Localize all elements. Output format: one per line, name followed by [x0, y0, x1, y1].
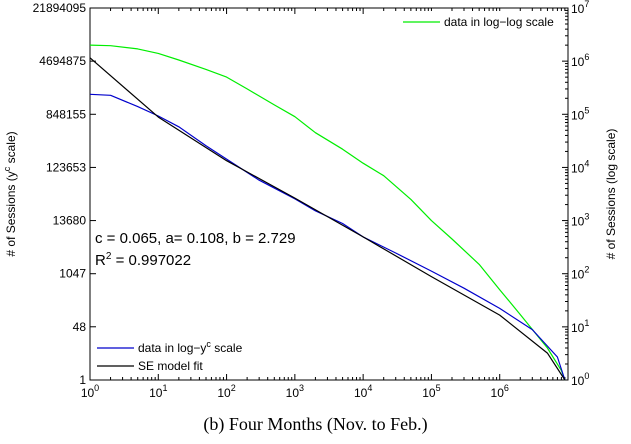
r-squared-exponent: 2 — [106, 251, 112, 262]
right-tick-base: 10 — [571, 268, 585, 282]
right-tick-exponent: 1 — [584, 318, 589, 328]
x-tick-exponent: 3 — [299, 383, 304, 393]
series-line-log-yc — [89, 93, 566, 381]
right-tick-label: 100 — [571, 371, 589, 388]
right-tick-exponent: 7 — [584, 0, 589, 9]
left-tick-label: 1047 — [59, 267, 86, 281]
legend-top-right-box — [400, 11, 565, 33]
right-tick-label: 107 — [571, 0, 589, 16]
x-tick-exponent: 5 — [436, 383, 441, 393]
right-tick-label: 104 — [571, 158, 589, 175]
x-tick-base: 10 — [286, 386, 300, 400]
right-tick-base: 10 — [571, 55, 585, 69]
right-tick-base: 10 — [571, 215, 585, 229]
right-tick-exponent: 5 — [584, 105, 589, 115]
right-axis-title: # of Sessions (log scale) — [604, 129, 618, 260]
x-tick-label: 100 — [81, 383, 99, 400]
x-tick-base: 10 — [217, 386, 231, 400]
x-tick-label: 105 — [422, 383, 440, 400]
x-axis: 100 101 102 103 104 105 106 — [81, 8, 566, 400]
x-tick-label: 106 — [491, 383, 509, 400]
x-tick-base: 10 — [149, 386, 163, 400]
legend-label-blue-superscript: c — [206, 339, 211, 349]
legend-top-right: data in log−log scale — [400, 11, 565, 33]
x-tick-exponent: 4 — [367, 383, 372, 393]
left-axis-title: # of Sessions (yc scale) — [2, 131, 18, 256]
legend-label-blue-suffix: scale — [211, 341, 243, 355]
left-axis-title-part-3: scale) — [4, 131, 18, 166]
left-tick-label: 123653 — [46, 160, 86, 174]
x-tick-label: 101 — [149, 383, 167, 400]
right-tick-label: 102 — [571, 265, 589, 282]
right-tick-base: 10 — [571, 161, 585, 175]
left-axis: 1 48 1047 13680 123653 848155 4694875 21894095 — [33, 1, 96, 387]
left-tick-label: 21894095 — [33, 1, 87, 15]
left-tick-label: 4694875 — [39, 54, 86, 68]
right-tick-label: 103 — [571, 212, 589, 229]
x-tick-base: 10 — [422, 386, 436, 400]
series-line-se-fit — [89, 57, 566, 381]
right-tick-exponent: 6 — [584, 52, 589, 62]
right-tick-exponent: 2 — [584, 265, 589, 275]
right-tick-exponent: 4 — [584, 158, 589, 168]
x-tick-exponent: 6 — [504, 383, 509, 393]
left-tick-label: 1 — [79, 373, 86, 387]
left-axis-title-superscript: c — [2, 166, 12, 171]
right-tick-exponent: 0 — [584, 371, 589, 381]
right-tick-base: 10 — [571, 321, 585, 335]
right-tick-label: 101 — [571, 318, 589, 335]
r-squared: R2 = 0.997022 — [95, 251, 191, 269]
x-tick-label: 102 — [217, 383, 235, 400]
r-squared-symbol: R — [95, 252, 106, 269]
x-tick-base: 10 — [354, 386, 368, 400]
right-tick-label: 105 — [571, 105, 589, 122]
legend-bottom-left: data in log−yc scale SE model fit — [97, 339, 243, 373]
right-tick-base: 10 — [571, 374, 585, 388]
legend-label-blue: data in log−yc scale — [138, 339, 243, 355]
series-layer — [89, 44, 566, 381]
legend-label-blue-text: data in log−y — [138, 341, 206, 355]
right-tick-exponent: 3 — [584, 212, 589, 222]
plot-area — [89, 7, 569, 381]
legend-label-black: SE model fit — [138, 359, 203, 373]
x-tick-label: 104 — [354, 383, 372, 400]
right-tick-base: 10 — [571, 2, 585, 16]
fit-parameters: c = 0.065, a= 0.108, b = 2.729 — [95, 230, 296, 247]
right-tick-label: 106 — [571, 52, 589, 69]
left-tick-label: 48 — [73, 320, 87, 334]
series-line-log-log — [89, 44, 566, 381]
x-tick-exponent: 2 — [231, 383, 236, 393]
left-tick-label: 848155 — [46, 107, 86, 121]
left-axis-title-part-1: # of Sessions (y — [4, 171, 18, 256]
x-tick-label: 103 — [286, 383, 304, 400]
legend-label-green: data in log−log scale — [444, 15, 554, 29]
figure-caption: (b) Four Months (Nov. to Feb.) — [203, 414, 428, 434]
r-squared-value: = 0.997022 — [111, 252, 191, 269]
x-tick-exponent: 0 — [94, 383, 99, 393]
x-tick-base: 10 — [81, 386, 95, 400]
right-tick-base: 10 — [571, 108, 585, 122]
chart: 100 101 102 103 104 105 106 148104713680123653… — [2, 0, 618, 400]
left-tick-label: 13680 — [53, 214, 87, 228]
x-tick-exponent: 1 — [162, 383, 167, 393]
x-tick-base: 10 — [491, 386, 505, 400]
